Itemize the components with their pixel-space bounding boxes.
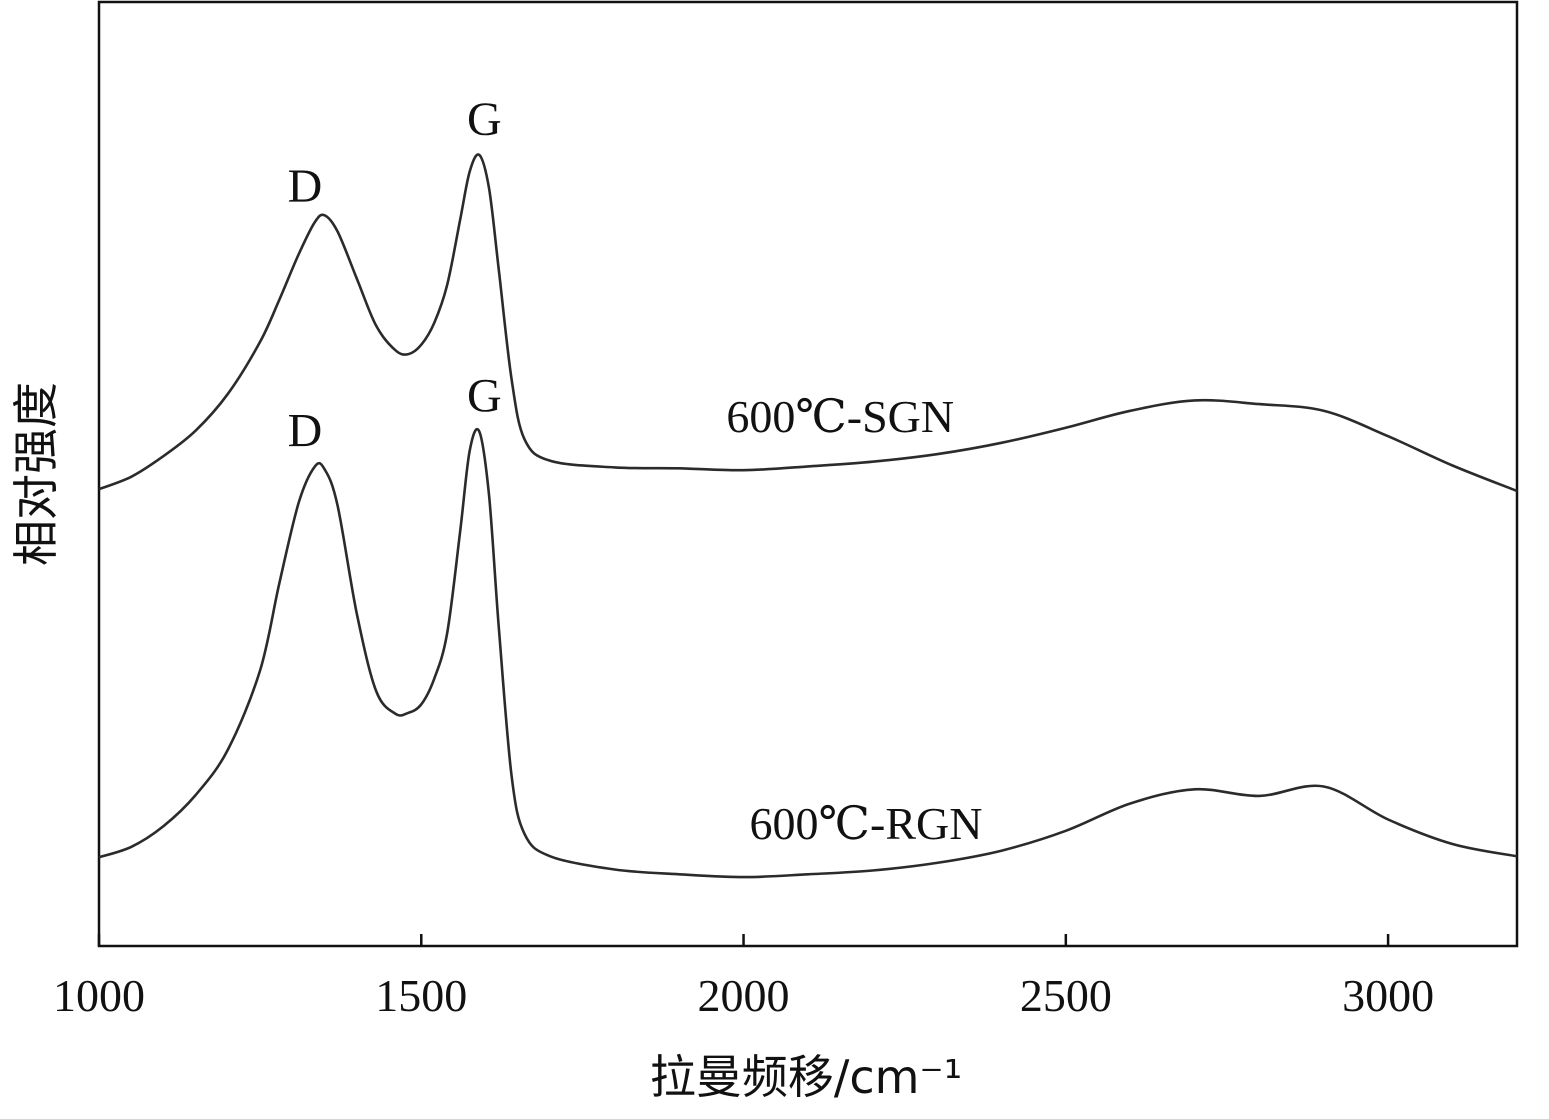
series-line	[98, 153, 1518, 493]
annotation-group: D G 600℃-SGN D G 600℃-RGN	[288, 93, 983, 849]
plot-frame	[97, 0, 1519, 948]
peak-label: D	[288, 160, 323, 213]
x-axis-title: 拉曼频移/cm⁻¹	[650, 1050, 962, 1104]
series-name-label: 600℃-RGN	[750, 798, 983, 849]
x-axis: 1000 1500 2000 2500 3000	[53, 934, 1434, 1021]
x-tick-label: 1500	[375, 970, 467, 1021]
peak-label: G	[467, 370, 502, 423]
series-line	[98, 427, 1518, 879]
y-axis-title: 相对强度	[9, 382, 63, 566]
peak-label: D	[288, 404, 323, 457]
x-tick-label: 2500	[1020, 970, 1112, 1021]
series-name-label: 600℃-SGN	[726, 391, 954, 442]
x-tick-label: 2000	[698, 970, 790, 1021]
peak-label: G	[467, 93, 502, 146]
x-tick-label: 3000	[1342, 970, 1434, 1021]
series-group	[98, 153, 1518, 879]
x-tick-label: 1000	[53, 970, 145, 1021]
